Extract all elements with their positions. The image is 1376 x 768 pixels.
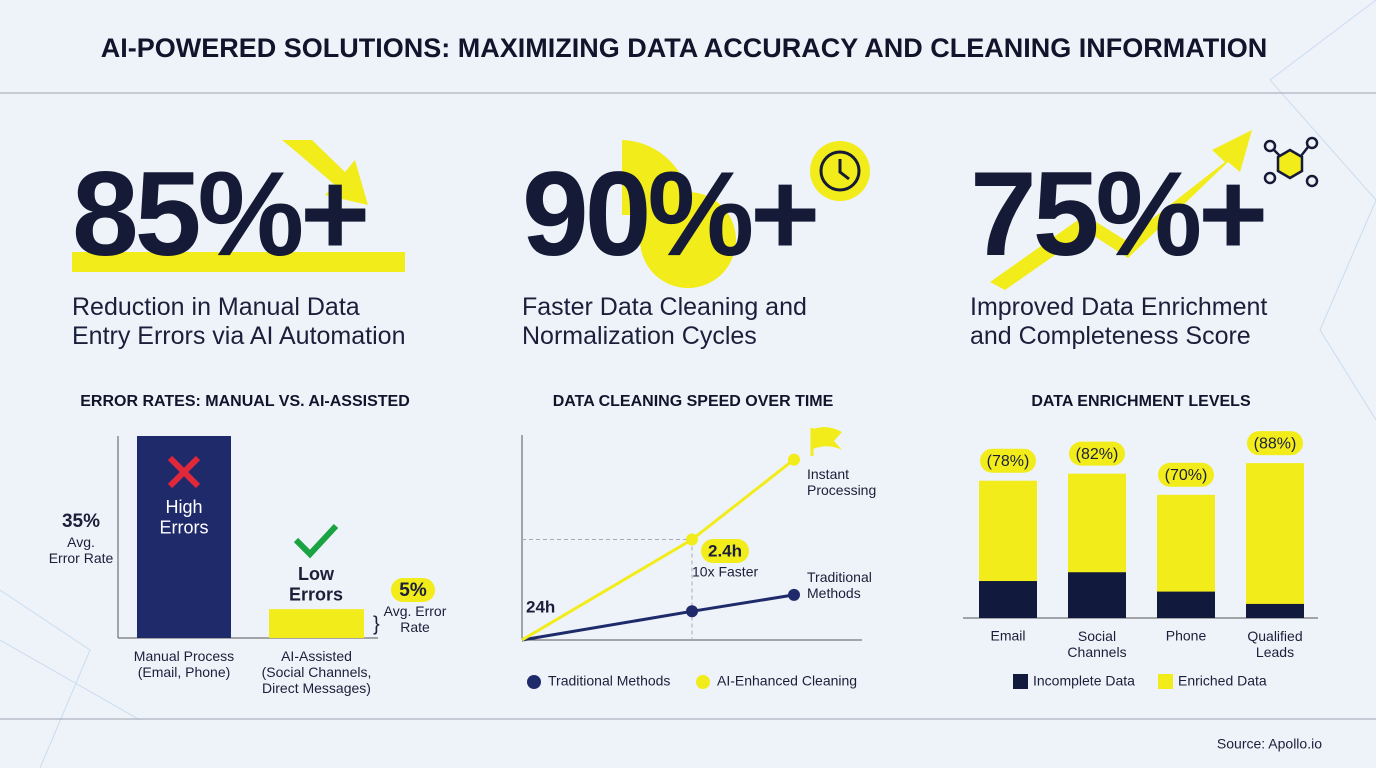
x-tick-label: Email (990, 628, 1025, 644)
legend-swatch (527, 675, 541, 689)
legend-swatch (696, 675, 710, 689)
brace: } (373, 613, 380, 635)
legend-label: AI-Enhanced Cleaning (717, 673, 857, 689)
arrow-icon (282, 140, 368, 205)
clock-icon (819, 150, 861, 192)
page-title: AI-POWERED SOLUTIONS: MAXIMIZING DATA AC… (101, 33, 1267, 63)
legend-label: Incomplete Data (1033, 673, 1135, 689)
chart-title: DATA CLEANING SPEED OVER TIME (553, 393, 834, 410)
flag-icon (813, 427, 842, 450)
legend-label: Traditional Methods (548, 673, 670, 689)
clock-icon (838, 159, 850, 181)
x-tick-label: Qualified Leads (1247, 628, 1302, 660)
bar-segment (1068, 572, 1126, 618)
bar (269, 609, 364, 638)
stat-value: 75%+ (970, 147, 1264, 281)
chart-title: ERROR RATES: MANUAL VS. AI-ASSISTED (80, 393, 410, 410)
annotation: Avg. Error Rate (384, 603, 447, 635)
value-label: 35% (62, 511, 100, 532)
stat-value: 85%+ (72, 147, 366, 281)
x-tick-label: Phone (1166, 628, 1207, 644)
label-highlight (701, 539, 749, 563)
highlight (640, 192, 736, 288)
value-label: (70%) (1165, 467, 1208, 484)
label-highlight (1247, 431, 1303, 456)
stat-value: 90%+ (522, 147, 816, 281)
value-label: 5% (399, 580, 427, 601)
bar-segment (1157, 591, 1215, 618)
legend-label: Enriched Data (1178, 673, 1267, 689)
stat-description: Faster Data Cleaning and Normalization Cy… (522, 293, 807, 350)
data-point (788, 453, 800, 466)
data-point (788, 588, 800, 601)
bar-segment (1246, 603, 1304, 618)
label-highlight (391, 578, 435, 602)
data-point (686, 605, 698, 618)
bar-segment (1246, 463, 1304, 618)
annotation: Avg. Error Rate (49, 534, 114, 566)
value-label: (78%) (987, 453, 1030, 470)
annotation: Instant Processing (807, 466, 876, 498)
x-tick-label: Manual Process (Email, Phone) (134, 648, 234, 680)
cross-icon (167, 455, 201, 489)
highlight (72, 252, 405, 272)
chart-title: DATA ENRICHMENT LEVELS (1031, 393, 1251, 410)
annotation: Traditional Methods (807, 569, 872, 601)
source: Source: Apollo.io (1217, 736, 1322, 752)
check-icon (293, 523, 339, 559)
stat-description: Improved Data Enrichment and Completeness… (970, 293, 1267, 350)
annotation: 2.4h (708, 541, 742, 560)
annotation: 24h (526, 597, 555, 616)
annotation: High Errors (160, 497, 209, 538)
network-icon (1263, 136, 1319, 188)
label-highlight (1069, 441, 1125, 466)
label-highlight (1158, 462, 1214, 487)
stat-description: Reduction in Manual Data Entry Errors via… (72, 293, 405, 350)
x-tick-label: Social Channels (1067, 628, 1126, 660)
arrow-icon (990, 130, 1252, 290)
annotation: Low Errors (289, 564, 343, 605)
value-label: (88%) (1254, 435, 1297, 452)
legend-swatch (1158, 674, 1173, 689)
annotation: 10x Faster (692, 564, 758, 580)
value-label: (82%) (1076, 446, 1119, 463)
x-tick-label: AI-Assisted (Social Channels, Direct Messa… (262, 648, 372, 696)
label-highlight (980, 448, 1036, 473)
legend-swatch (1013, 674, 1028, 689)
data-point (686, 533, 698, 546)
bar-segment (979, 581, 1037, 618)
